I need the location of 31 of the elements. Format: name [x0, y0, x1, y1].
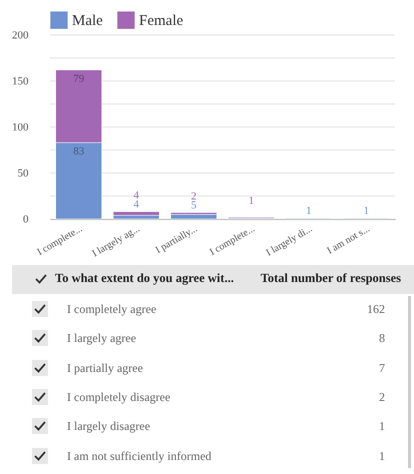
text: 162: [367, 302, 385, 317]
text: 2: [379, 390, 385, 405]
data-label: 1: [248, 195, 254, 208]
y-tick-label: 100: [12, 122, 29, 134]
text: I largely disagree: [67, 419, 150, 434]
y-tick-label: 50: [18, 168, 29, 180]
data-label: 5: [191, 200, 197, 212]
y-tick-label: 200: [12, 30, 29, 42]
text: I completely agree: [67, 302, 156, 317]
text: I am not sufficiently informed: [67, 448, 212, 464]
data-label: 1: [364, 205, 369, 218]
text: To what extent do you agree wit...: [55, 271, 234, 286]
data-label: 79: [73, 72, 85, 85]
text: 7: [379, 360, 385, 376]
text: I largely agree: [67, 331, 136, 346]
bar: [113, 211, 160, 216]
data-label: 83: [73, 146, 85, 158]
text: 1: [379, 448, 385, 464]
text: 1: [379, 419, 385, 434]
x-tick-label: I am not s...: [325, 224, 372, 257]
text: Total number of responses: [260, 271, 401, 286]
bar: [170, 214, 217, 220]
legend-label: Female: [139, 13, 184, 30]
text: I partially agree: [67, 360, 143, 376]
y-tick-label: 150: [12, 76, 29, 88]
data-label: 1: [306, 205, 312, 218]
bar: [113, 215, 160, 220]
legend-label: Male: [72, 13, 104, 30]
text: 8: [379, 331, 385, 346]
text: I completely disagree: [67, 390, 170, 405]
y-tick-label: 0: [23, 214, 29, 226]
